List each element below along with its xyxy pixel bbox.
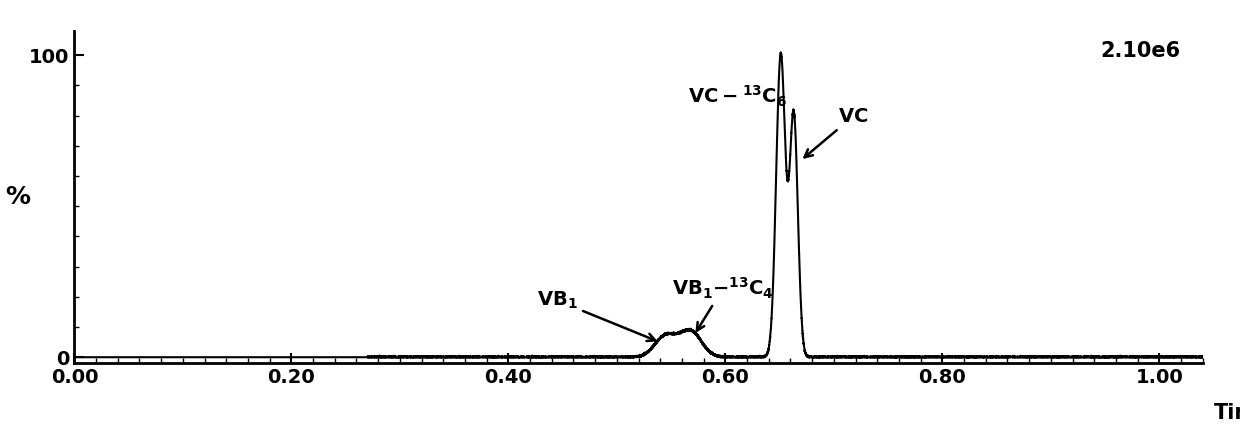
- Text: $\mathbf{VB_1}$: $\mathbf{VB_1}$: [537, 290, 655, 341]
- Text: Time: Time: [1214, 403, 1240, 423]
- Text: 2.10e6: 2.10e6: [1100, 41, 1180, 61]
- Y-axis label: %: %: [5, 185, 31, 209]
- Text: $\mathbf{VC}$: $\mathbf{VC}$: [805, 107, 868, 157]
- Text: $\mathbf{VB_1}$$\mathbf{-{^{13}C_4}}$: $\mathbf{VB_1}$$\mathbf{-{^{13}C_4}}$: [672, 276, 774, 330]
- Text: $\mathbf{VC-{^{13}C_6}}$: $\mathbf{VC-{^{13}C_6}}$: [688, 84, 786, 109]
